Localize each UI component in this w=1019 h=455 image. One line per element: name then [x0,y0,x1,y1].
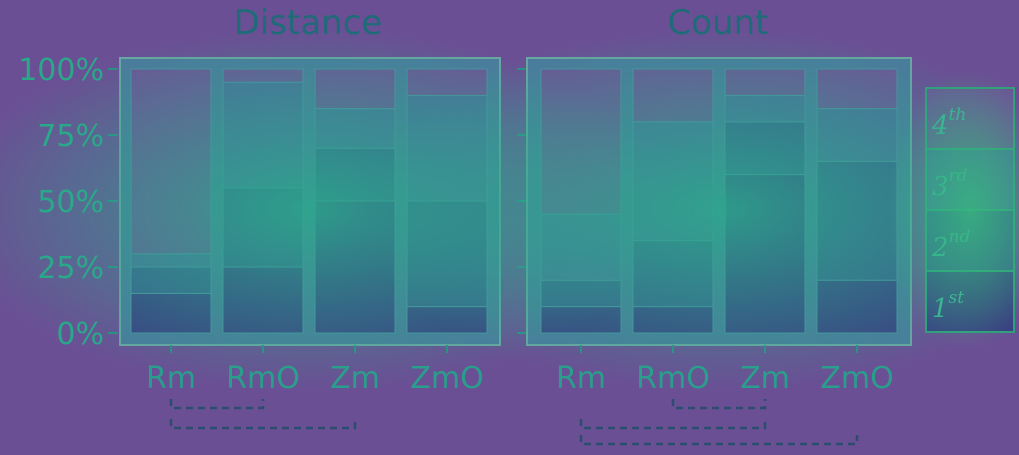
legend-label-suffix: th [949,105,967,125]
legend-label-number: 3 [932,172,949,202]
bar-segment-zmo-1st [816,279,898,334]
bar-segment-rmo-2nd [222,187,304,268]
legend-label-number: 2 [931,233,949,263]
x-tick-label: ZmO [410,361,483,396]
bar-segment-rm-4th [130,68,212,255]
bar-segment-zmo-3rd [406,94,488,202]
legend-label-suffix: rd [949,166,968,186]
panel-title: Distance [234,3,383,43]
bar-segment-rmo-1st [632,306,714,334]
bar-segment-zmo-3rd [816,108,898,162]
panel-title: Count [668,3,769,43]
significance-bracket [579,435,859,446]
bar-segment-rm-1st [130,292,212,334]
y-tick-label: 100% [18,53,104,88]
bar-segment-rmo-3rd [222,81,304,189]
bar-segment-rm-3rd [130,253,212,268]
bar-segment-zm-4th [724,68,806,96]
bar-segment-zm-3rd [724,94,806,123]
y-tick-label: 0% [56,317,104,352]
bar-segment-rm-2nd [540,279,622,308]
legend-label-number: 1 [932,294,949,324]
bar-segment-zmo-4th [406,68,488,96]
y-tick-label: 50% [37,185,104,220]
x-tick-label: Zm [330,361,380,396]
bar-segment-zm-3rd [314,108,396,149]
x-tick-label: RmO [226,361,300,396]
bar-segment-rmo-4th [222,68,304,83]
bar-segment-zm-4th [314,68,396,110]
bar-segment-rm-2nd [130,266,212,294]
bar-segment-zm-2nd [724,121,806,176]
y-tick-label: 75% [37,119,104,154]
bar-segment-rm-1st [540,306,622,334]
bar-segment-rmo-4th [632,68,714,123]
bar-segment-rmo-1st [222,266,304,334]
bar-segment-zmo-1st [406,306,488,334]
bar-segment-zm-1st [724,174,806,334]
bar-segment-rmo-2nd [632,240,714,308]
legend-label-number: 4 [931,111,949,141]
bar-segment-zmo-2nd [406,200,488,308]
x-tick-label: RmO [636,361,710,396]
bar-segment-rm-3rd [540,213,622,281]
bar-segment-rmo-3rd [632,121,714,242]
significance-bracket [169,419,357,430]
x-tick-label: Rm [146,361,196,396]
y-tick-label: 25% [37,251,104,286]
bar-segment-zm-1st [314,200,396,334]
significance-bracket [579,419,767,430]
legend-label-suffix: st [949,288,965,308]
bar-segment-zmo-4th [816,68,898,110]
bar-segment-rm-4th [540,68,622,215]
x-tick-label: Zm [740,361,790,396]
x-tick-label: Rm [556,361,606,396]
significance-bracket [671,399,767,410]
legend-label-suffix: nd [949,227,971,247]
bar-segment-zm-2nd [314,147,396,202]
x-tick-label: ZmO [820,361,893,396]
bar-segment-zmo-2nd [816,160,898,281]
significance-bracket [169,399,265,410]
